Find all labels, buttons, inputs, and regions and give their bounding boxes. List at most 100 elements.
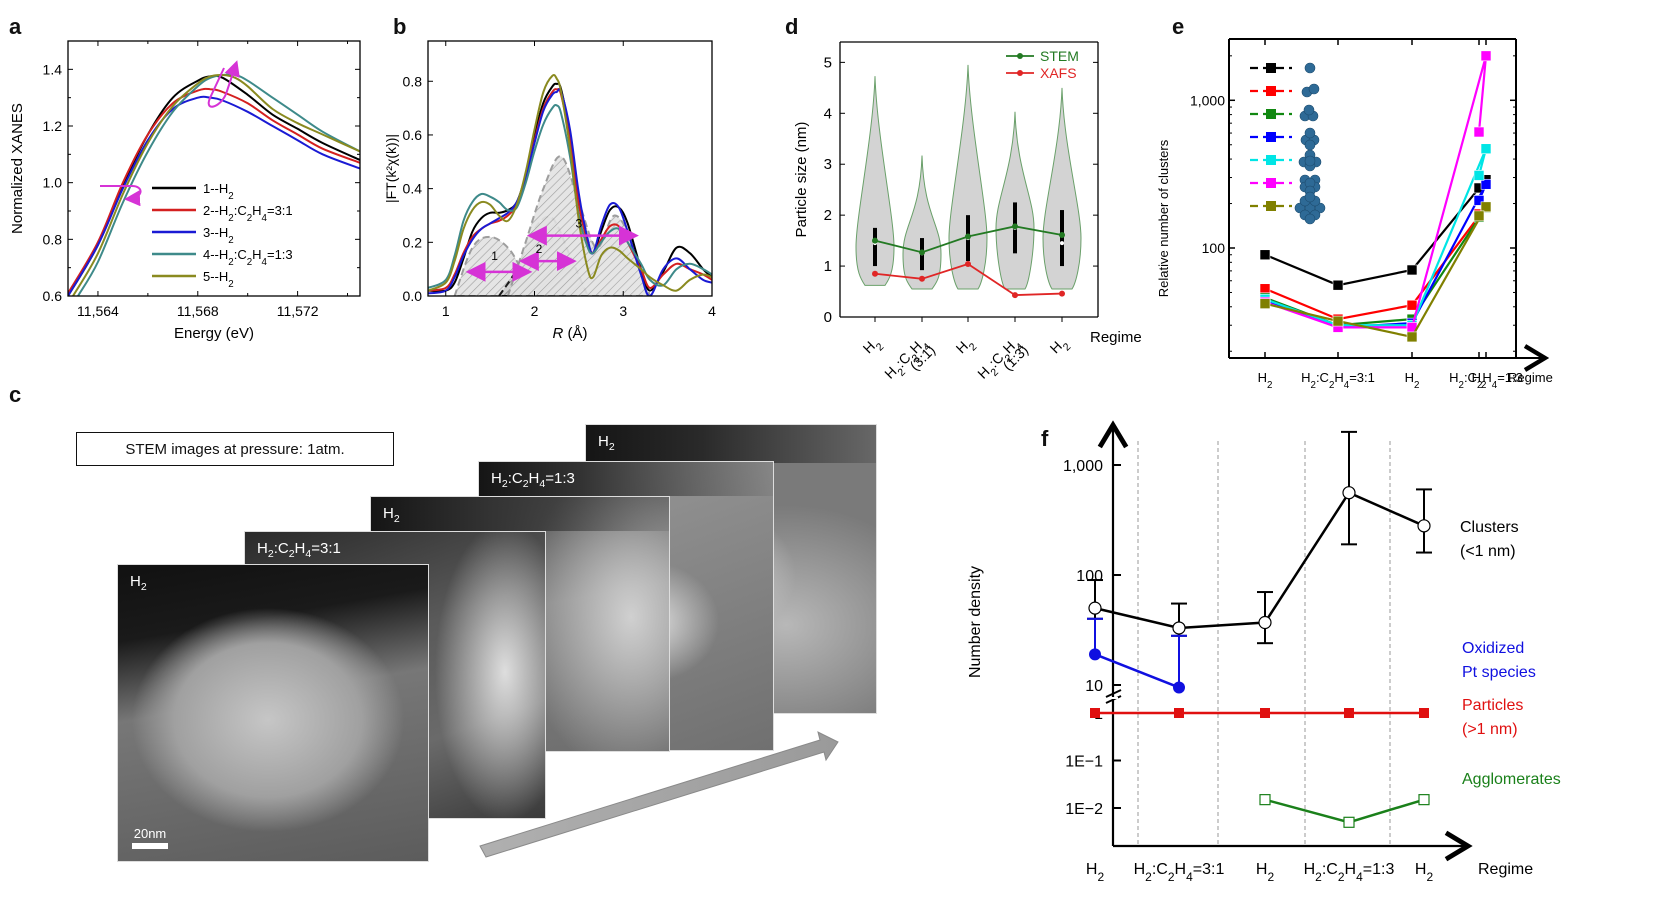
data-point xyxy=(1480,50,1492,62)
cluster-atom-icon xyxy=(1304,191,1316,203)
series-label: Oxidized xyxy=(1462,640,1524,657)
data-point xyxy=(1089,648,1101,661)
legend-label: 2--H2:C2H4=3:1 xyxy=(203,203,293,224)
x-tick-label: H2:C2H4=1:3 xyxy=(1304,861,1395,884)
x-tick-label: H2 xyxy=(860,334,887,361)
data-point xyxy=(1259,249,1271,261)
y-tick-label: 100 xyxy=(1202,240,1226,256)
data-point xyxy=(1259,298,1271,309)
legend-label: 5--H2 xyxy=(203,269,234,290)
scale-bar-label: 20nm xyxy=(133,826,167,841)
violin xyxy=(902,155,942,290)
series-label: Pt species xyxy=(1462,664,1536,681)
series-label: (<1 nm) xyxy=(1460,543,1516,560)
stem-image-label: H2:C2H4=3:1 xyxy=(257,540,341,560)
data-point xyxy=(965,261,971,268)
x-tick-label: H2:C2H4=3:1 xyxy=(1301,370,1375,391)
y-tick-label: 10 xyxy=(1085,678,1103,695)
legend-marker xyxy=(1266,155,1276,165)
y-axis-label: Normalized XANES xyxy=(9,103,26,234)
legend-label: 3--H2 xyxy=(203,225,234,246)
cluster-atom-icon xyxy=(1304,139,1316,151)
x-tick-label: 11,568 xyxy=(177,303,219,319)
legend-label: 4--H2:C2H4=1:3 xyxy=(203,247,293,268)
series-label: (>1 nm) xyxy=(1462,721,1518,738)
stem-image-label: H2:C2H4=1:3 xyxy=(491,470,575,490)
legend-marker xyxy=(1266,86,1276,96)
legend-marker xyxy=(1017,70,1023,76)
violin xyxy=(948,64,988,290)
chart-a: 11,564 11,568 11,572 0.6 0.8 1.0 1.2 1.4 Energy … xyxy=(9,40,361,342)
y-tick-label: 1.2 xyxy=(43,118,63,134)
series-line xyxy=(428,104,712,289)
legend-label: 1--H2 xyxy=(203,181,234,202)
data-point xyxy=(1012,223,1018,230)
data-point xyxy=(1473,170,1485,181)
y-tick-label: 1.4 xyxy=(43,61,63,77)
series-line xyxy=(1094,491,1425,630)
data-point xyxy=(1342,486,1356,500)
stem-image-1: H2 20nm xyxy=(117,564,429,862)
series-line xyxy=(72,73,360,296)
y-tick-label: 2 xyxy=(824,207,832,224)
legend-label: STEM xyxy=(1040,48,1079,64)
x-tick-label: 11,572 xyxy=(277,303,319,319)
x-tick-label: 4 xyxy=(708,303,716,319)
data-point xyxy=(1259,794,1271,806)
data-point xyxy=(919,249,925,256)
whiteline-arrow xyxy=(207,60,240,108)
y-axis-label: Number density xyxy=(967,566,984,678)
data-point xyxy=(1473,126,1485,138)
violin-median xyxy=(1060,241,1064,246)
component-label: 3 xyxy=(576,217,583,231)
violin xyxy=(1042,87,1082,290)
panel-letter-c: c xyxy=(9,382,22,407)
y-tick-label: 0.0 xyxy=(403,288,423,304)
legend-marker xyxy=(1017,53,1023,59)
plot-frame xyxy=(67,40,361,297)
data-point xyxy=(1344,708,1354,718)
violin xyxy=(995,111,1035,290)
stem-image-label: H2 xyxy=(130,573,147,593)
data-point xyxy=(872,270,878,277)
data-point xyxy=(872,237,878,244)
data-point xyxy=(1419,708,1429,718)
data-point xyxy=(1473,195,1485,206)
data-point xyxy=(1480,178,1492,190)
data-point xyxy=(1012,292,1018,299)
data-point xyxy=(1332,279,1344,291)
y-tick-label: 0.2 xyxy=(403,234,423,250)
y-tick-label: 4 xyxy=(824,105,832,122)
x-axis-label: Regime xyxy=(1478,861,1533,878)
data-point xyxy=(1480,143,1492,155)
data-point xyxy=(1172,621,1186,635)
data-point xyxy=(1258,615,1272,630)
data-point xyxy=(1418,794,1430,806)
series-label: Agglomerates xyxy=(1462,771,1561,788)
stem-caption: STEM images at pressure: 1atm. xyxy=(76,432,394,466)
y-tick-label: 1E−2 xyxy=(1065,801,1103,818)
legend-marker xyxy=(1266,132,1276,142)
data-point xyxy=(1174,708,1184,718)
data-point xyxy=(1480,201,1492,213)
stem-image-label: H2 xyxy=(598,433,615,453)
y-axis-label: Relative number of clusters xyxy=(1156,139,1171,297)
x-tick-label: 1 xyxy=(442,303,450,319)
x-tick-label: 2 xyxy=(531,303,539,319)
panel-letter-a: a xyxy=(9,14,22,39)
series-line xyxy=(1094,653,1180,689)
progression-arrow xyxy=(479,731,839,858)
stem-image-label: H2 xyxy=(383,505,400,525)
data-point xyxy=(1088,601,1102,615)
x-tick-label: H2 xyxy=(1405,370,1420,391)
x-tick-label: H2 xyxy=(1258,370,1273,391)
x-tick-label: H2 xyxy=(953,334,980,361)
edge-shift-arrow xyxy=(100,185,142,207)
cluster-atom-icon xyxy=(1303,104,1315,116)
component-label: 2 xyxy=(536,242,543,256)
x-tick-label: H2 xyxy=(1086,861,1105,884)
y-axis-label: |FT(k²χ(k))| xyxy=(383,134,399,203)
series-label: Clusters xyxy=(1460,519,1519,536)
x-axis-label: Regime xyxy=(1508,370,1553,385)
